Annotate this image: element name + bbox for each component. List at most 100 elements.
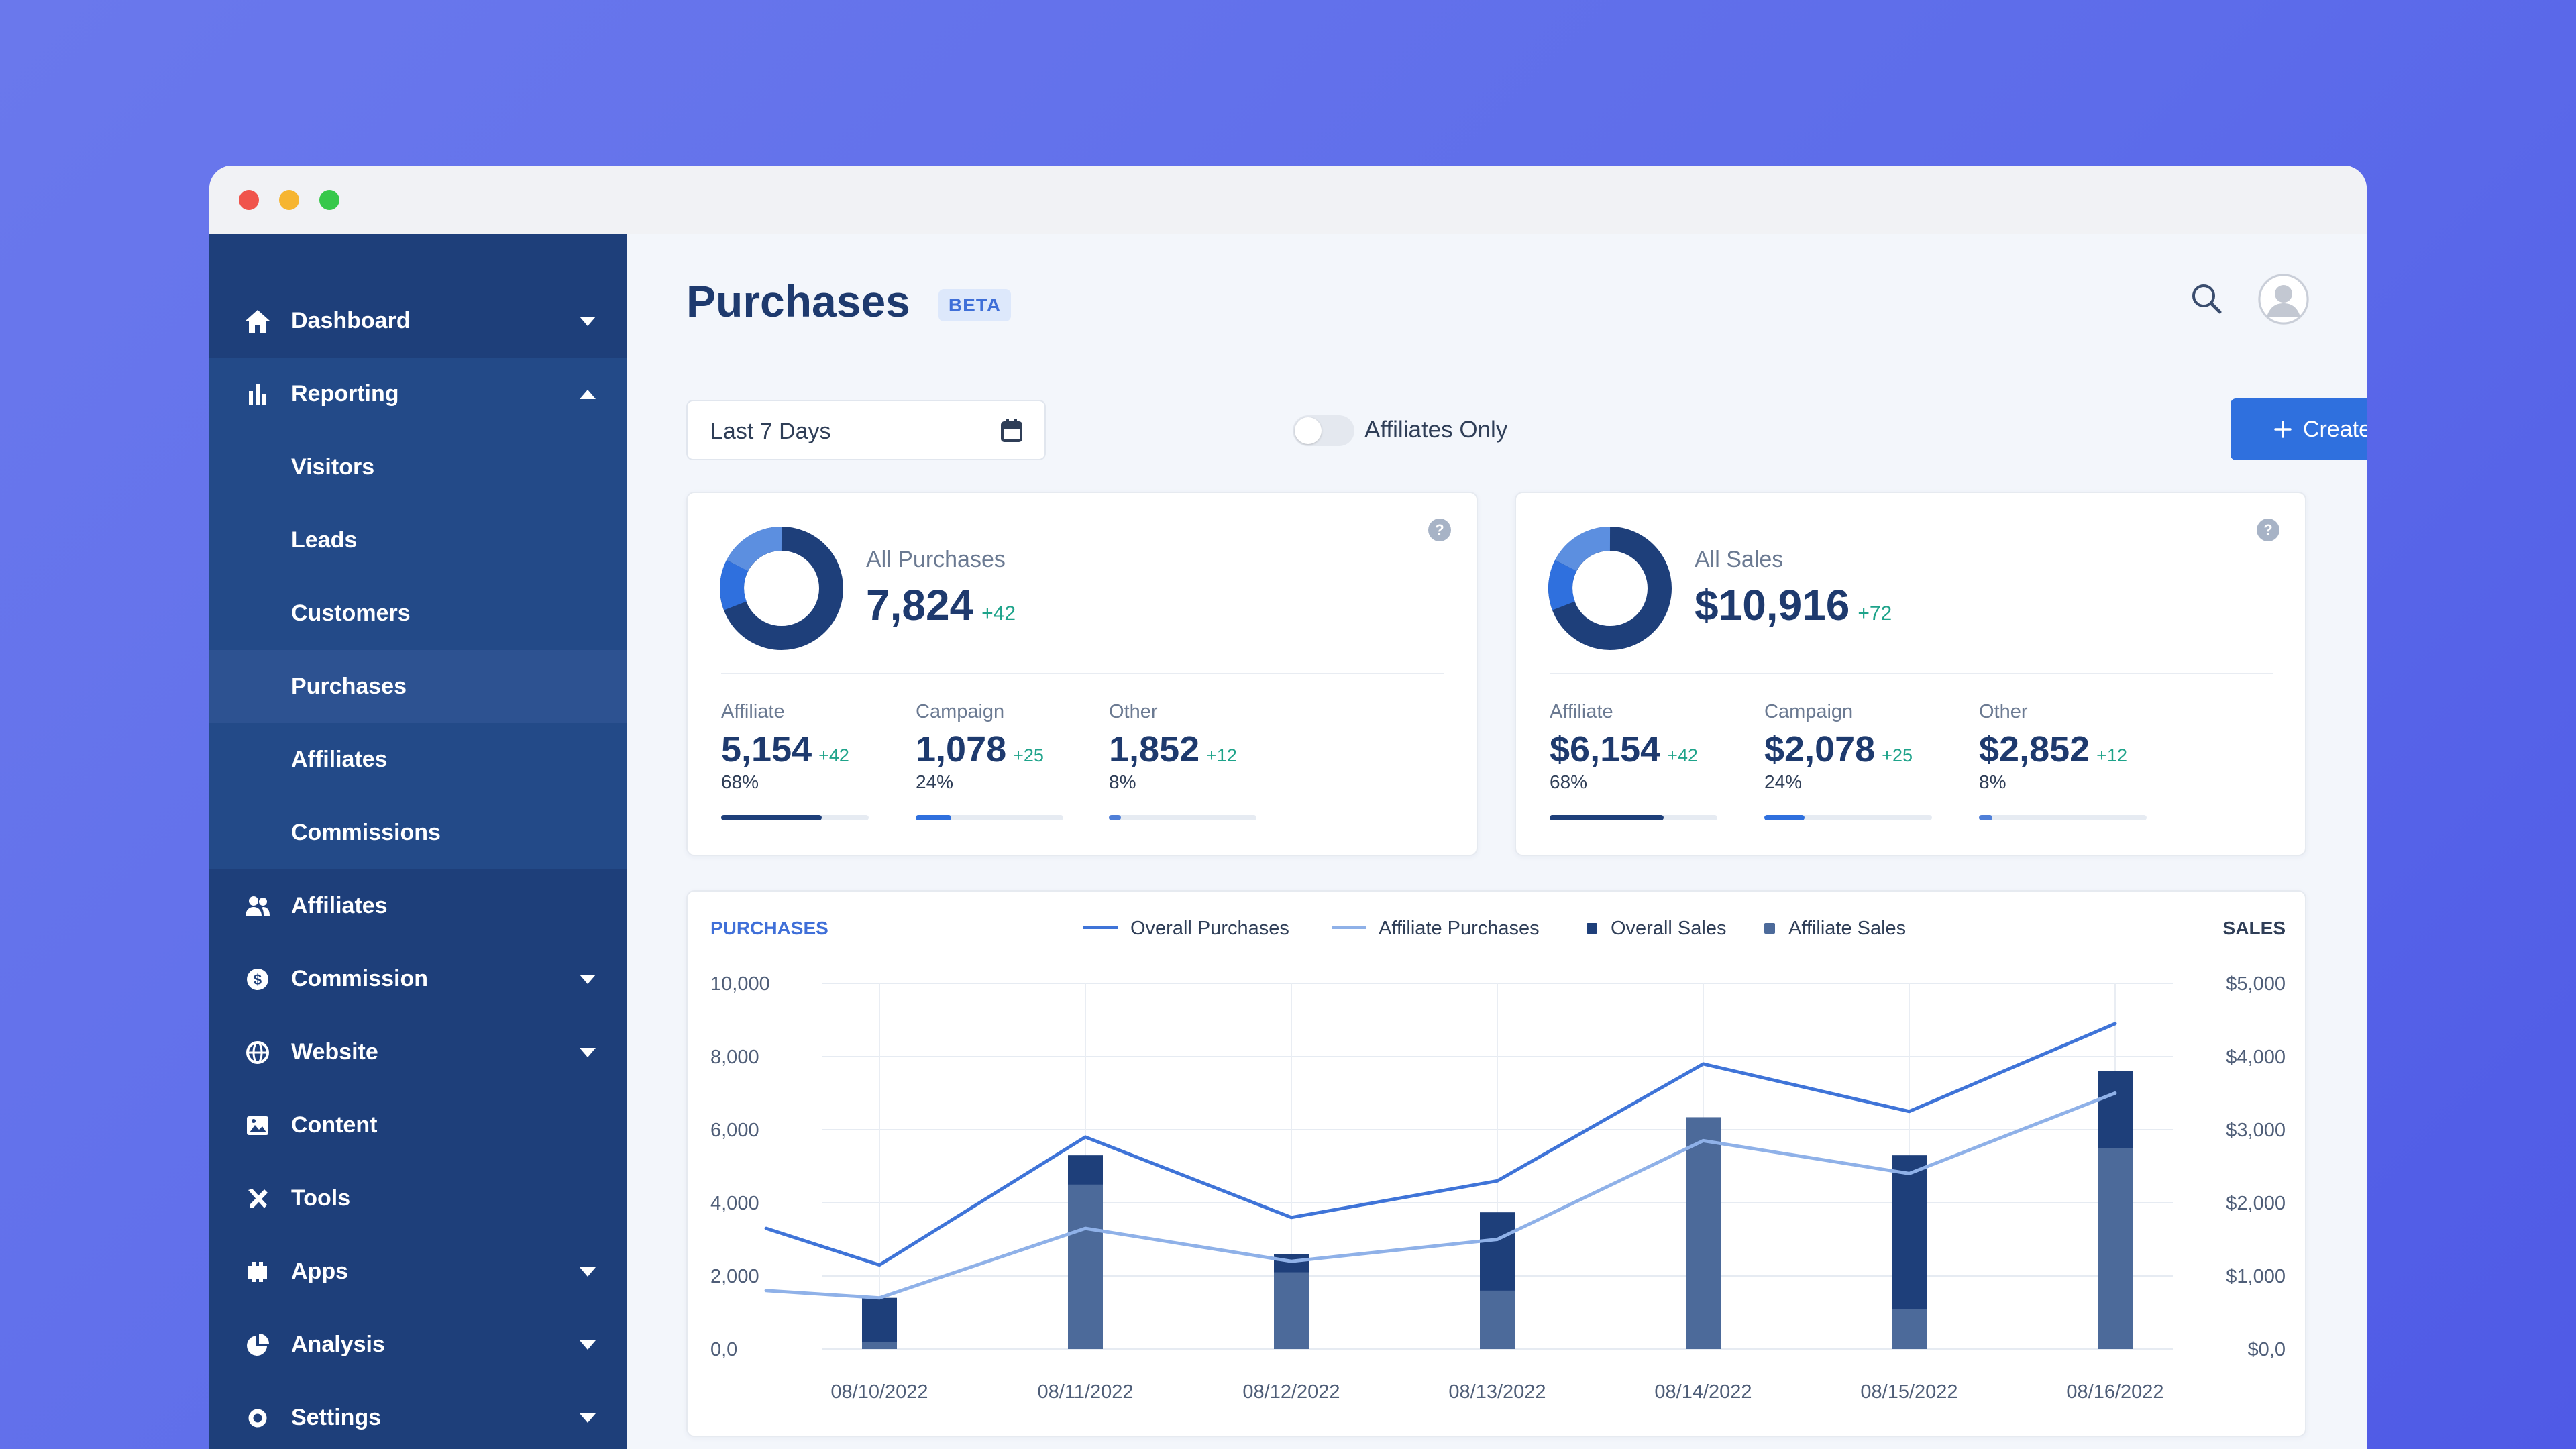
affiliates-only-toggle[interactable] xyxy=(1293,415,1354,446)
progress-fill xyxy=(1764,815,1805,820)
kpi-title: All Sales xyxy=(1695,547,1784,572)
breakdown-number: $6,154 xyxy=(1550,729,1661,769)
home-icon xyxy=(246,310,270,333)
breakdown-campaign: Campaign 1,078 +25 24% xyxy=(916,701,1044,793)
app-window: Dashboard Reporting Visitors Leads Custo… xyxy=(209,166,2367,1449)
kpi-title: All Purchases xyxy=(866,547,1006,572)
help-icon[interactable]: ? xyxy=(1428,519,1451,541)
line-affiliate-purchases xyxy=(764,1091,2117,1300)
kpi-delta: +42 xyxy=(981,602,1016,625)
sidebar-item-label: Content xyxy=(291,1112,378,1138)
sidebar-subitem-leads[interactable]: Leads xyxy=(209,504,627,577)
minimize-window-button[interactable] xyxy=(279,190,299,210)
sidebar-item-affiliates[interactable]: Affiliates xyxy=(209,869,627,943)
bar-affiliate-sales xyxy=(1274,1272,1309,1349)
right-tick-label: $5,000 xyxy=(2226,973,2286,995)
bar-overall-sales xyxy=(862,1297,897,1349)
progress-bar xyxy=(721,815,869,820)
line-overall-purchases xyxy=(764,1022,2117,1267)
bar-affiliate-sales xyxy=(2098,1148,2133,1349)
users-icon xyxy=(246,896,270,916)
breakdown-number: $2,078 xyxy=(1764,729,1876,769)
left-tick-label: 8,000 xyxy=(710,1046,759,1068)
purchases-sales-chart: PURCHASES SALES Overall Purchases Affiliate… xyxy=(710,918,2286,1403)
card-divider xyxy=(1550,673,2273,674)
sidebar-subitem-commissions[interactable]: Commissions xyxy=(209,796,627,869)
legend-label: Overall Purchases xyxy=(1130,918,1289,939)
progress-bar xyxy=(1550,815,1717,820)
all-purchases-card: All Purchases 7,824 +42 ? Affiliate 5,154… xyxy=(686,492,1478,856)
svg-text:$: $ xyxy=(254,971,262,988)
image-icon xyxy=(247,1116,268,1135)
zoom-window-button[interactable] xyxy=(319,190,339,210)
search-icon[interactable] xyxy=(2189,281,2225,317)
gear-icon xyxy=(248,1409,267,1428)
calendar-icon xyxy=(1001,419,1022,442)
affiliates-only-label: Affiliates Only xyxy=(1364,417,1508,443)
breakdown-label: Other xyxy=(1109,701,1158,722)
right-tick-label: $3,000 xyxy=(2226,1120,2286,1141)
sidebar-item-label: Apps xyxy=(291,1258,348,1284)
breakdown-value: 5,154 +42 xyxy=(721,729,849,770)
close-window-button[interactable] xyxy=(239,190,259,210)
sidebar-item-settings[interactable]: Settings xyxy=(209,1381,627,1449)
x-tick-label: 08/11/2022 xyxy=(1038,1381,1134,1403)
bar-chart-icon xyxy=(249,384,266,405)
user-avatar-icon[interactable] xyxy=(2258,274,2309,325)
chevron-down-icon xyxy=(580,1267,596,1277)
breakdown-value: 1,852 +12 xyxy=(1109,729,1237,770)
progress-fill xyxy=(1109,815,1121,820)
create-purchase-button[interactable]: Create Purchase xyxy=(2231,398,2367,460)
sidebar-item-label: Dashboard xyxy=(291,308,411,333)
sidebar-item-website[interactable]: Website xyxy=(209,1016,627,1089)
sidebar-subitem-visitors[interactable]: Visitors xyxy=(209,431,627,504)
sidebar-subitem-purchases[interactable]: Purchases xyxy=(209,650,627,723)
chevron-down-icon xyxy=(580,1340,596,1350)
purchases-donut-icon xyxy=(720,527,843,650)
sidebar-item-content[interactable]: Content xyxy=(209,1089,627,1162)
main-content: Purchases BETA Last 7 Days Affi xyxy=(627,234,2367,1449)
progress-fill xyxy=(916,815,951,820)
help-icon[interactable]: ? xyxy=(2257,519,2279,541)
sidebar-item-dashboard[interactable]: Dashboard xyxy=(209,284,627,358)
breakdown-delta: +25 xyxy=(1013,745,1044,765)
breakdown-affiliate: Affiliate $6,154 +42 68% xyxy=(1550,701,1698,793)
breakdown-label: Affiliate xyxy=(721,701,785,722)
progress-bar xyxy=(916,815,1063,820)
x-tick-label: 08/15/2022 xyxy=(1860,1381,1957,1403)
sidebar-subitem-affiliates[interactable]: Affiliates xyxy=(209,723,627,796)
sidebar: Dashboard Reporting Visitors Leads Custo… xyxy=(209,234,627,1449)
x-tick-label: 08/10/2022 xyxy=(830,1381,928,1403)
breakdown-percent: 24% xyxy=(916,771,954,792)
sidebar-item-apps[interactable]: Apps xyxy=(209,1235,627,1308)
bar-affiliate-sales xyxy=(1068,1184,1103,1349)
sidebar-item-commission[interactable]: $ Commission xyxy=(209,943,627,1016)
date-range-picker[interactable]: Last 7 Days xyxy=(686,400,1046,460)
progress-bar xyxy=(1109,815,1256,820)
legend-square-swatch xyxy=(1764,923,1775,934)
sidebar-item-reporting[interactable]: Reporting xyxy=(209,358,627,431)
progress-fill xyxy=(721,815,822,820)
sidebar-item-label: Purchases xyxy=(291,674,407,699)
breakdown-other: Other 1,852 +12 8% xyxy=(1109,701,1237,793)
breakdown-value: $2,852 +12 xyxy=(1979,729,2127,770)
x-tick-label: 08/14/2022 xyxy=(1654,1381,1752,1403)
sidebar-item-analysis[interactable]: Analysis xyxy=(209,1308,627,1381)
breakdown-delta: +42 xyxy=(818,745,849,765)
puzzle-icon xyxy=(248,1262,267,1282)
sidebar-subitem-customers[interactable]: Customers xyxy=(209,577,627,650)
chevron-up-icon xyxy=(580,390,596,399)
sidebar-item-label: Visitors xyxy=(291,454,375,480)
sidebar-item-label: Affiliates xyxy=(291,747,388,772)
sidebar-item-label: Commissions xyxy=(291,820,441,845)
all-sales-card: All Sales $10,916 +72 ? Affiliate $6,154 +… xyxy=(1515,492,2306,856)
right-tick-label: $4,000 xyxy=(2226,1046,2286,1068)
kpi-value-number: $10,916 xyxy=(1695,581,1850,629)
left-tick-label: 0,0 xyxy=(710,1339,737,1360)
breakdown-number: 5,154 xyxy=(721,729,812,769)
left-axis-title: PURCHASES xyxy=(710,918,828,938)
breakdown-campaign: Campaign $2,078 +25 24% xyxy=(1764,701,1913,793)
kpi-value-number: 7,824 xyxy=(866,581,974,629)
left-tick-label: 10,000 xyxy=(710,973,770,995)
sidebar-item-tools[interactable]: Tools xyxy=(209,1162,627,1235)
